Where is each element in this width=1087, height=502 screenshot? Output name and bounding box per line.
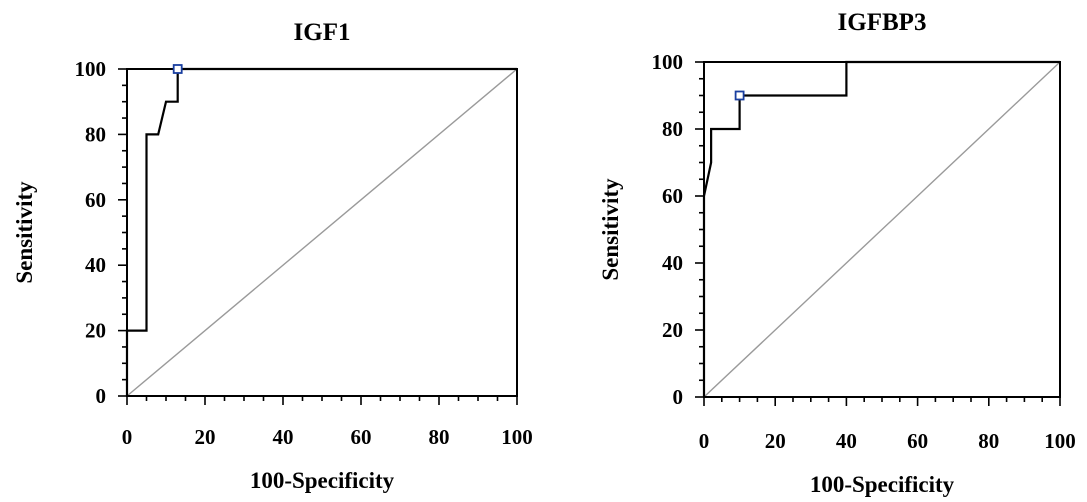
chart-igf1: IGF1 0 20 40 60 80 100 0 20 40 60 80 100 100-Specific… xyxy=(12,19,533,493)
y-tick-label: 20 xyxy=(662,318,683,342)
x-tick-label: 60 xyxy=(907,429,928,453)
x-tick-label: 80 xyxy=(978,429,999,453)
y-tick-label: 80 xyxy=(662,117,683,141)
x-axis-label: 100-Specificity xyxy=(250,468,395,493)
x-tick-label: 20 xyxy=(195,425,216,449)
roc-curve xyxy=(702,60,1060,397)
y-tick-label: 0 xyxy=(673,385,684,409)
x-tick-label: 0 xyxy=(699,429,710,453)
y-tick-label: 80 xyxy=(85,122,106,146)
x-tick-label: 100 xyxy=(501,425,533,449)
x-tick-label: 40 xyxy=(836,429,857,453)
reference-line xyxy=(126,68,518,397)
y-tick-label: 20 xyxy=(85,319,106,343)
x-tick-label: 40 xyxy=(273,425,294,449)
y-tick-label: 40 xyxy=(85,253,106,277)
x-tick-label: 60 xyxy=(351,425,372,449)
chart-igfbp3: IGFBP3 0 20 40 60 80 100 0 20 40 60 80 100 100-Specif… xyxy=(598,9,1076,497)
y-tick-label: 40 xyxy=(662,251,683,275)
optimal-point-marker xyxy=(734,90,745,101)
y-tick-label: 60 xyxy=(85,188,106,212)
x-tick-label: 0 xyxy=(122,425,133,449)
y-tick-label: 0 xyxy=(96,384,107,408)
y-tick-label: 100 xyxy=(75,57,107,81)
x-tick-label: 100 xyxy=(1044,429,1076,453)
chart-title: IGFBP3 xyxy=(838,9,927,36)
y-tick-label: 100 xyxy=(652,50,684,74)
x-tick-label: 20 xyxy=(765,429,786,453)
x-axis-label: 100-Specificity xyxy=(810,472,955,497)
optimal-point-marker xyxy=(172,64,183,74)
chart-title: IGF1 xyxy=(294,19,351,46)
reference-line xyxy=(703,61,1061,398)
y-tick-label: 60 xyxy=(662,184,683,208)
y-axis-label: Sensitivity xyxy=(598,178,623,281)
x-tick-label: 80 xyxy=(429,425,450,449)
y-axis-label: Sensitivity xyxy=(12,181,37,284)
roc-curve xyxy=(125,67,517,396)
